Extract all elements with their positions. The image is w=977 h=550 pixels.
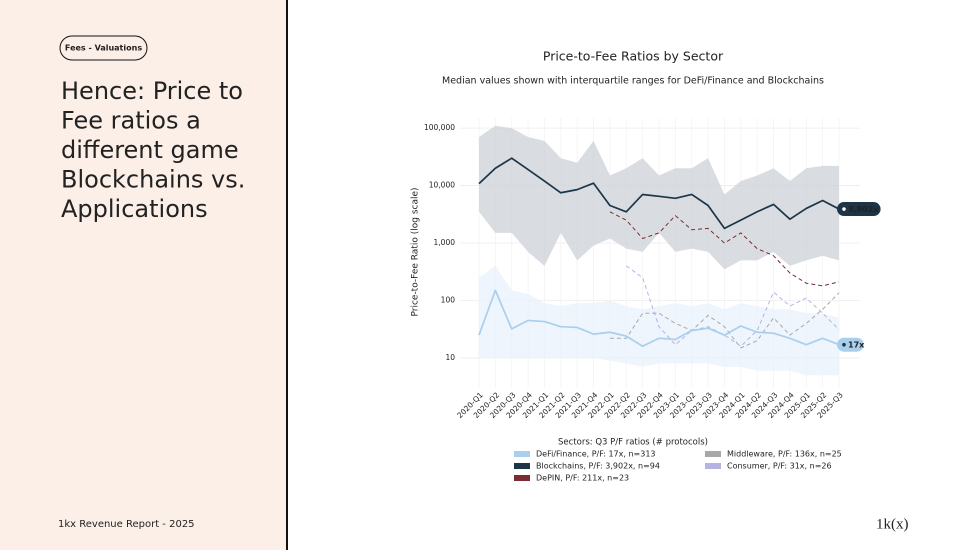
legend-swatch	[514, 451, 530, 457]
footer: 1kx Revenue Report - 2025	[58, 519, 195, 530]
iqr-band	[479, 265, 839, 376]
legend-swatch	[514, 475, 530, 481]
heading-line: Hence: Price to	[61, 77, 243, 105]
series-line	[609, 292, 840, 349]
y-tick-label: 1,000	[434, 238, 456, 247]
y-tick-label: 100	[441, 295, 456, 304]
series-line	[478, 157, 840, 230]
y-tick-label: 10	[445, 353, 455, 362]
series-line	[625, 265, 840, 347]
y-tick-label: 10,000	[429, 181, 455, 190]
legend-swatch	[705, 463, 721, 469]
legend-title: Sectors: Q3 P/F ratios (# protocols)	[558, 438, 708, 448]
chart-subtitle: Median values shown with interquartile r…	[442, 76, 824, 87]
chart-title: Price-to-Fee Ratios by Sector	[543, 49, 724, 64]
end-label-pill	[837, 202, 881, 217]
legend-swatch	[514, 463, 530, 469]
tag-pill	[59, 35, 148, 61]
y-axis-label: Price-to-Fee Ratio (log scale)	[411, 187, 421, 316]
heading-line: Blockchains vs.	[61, 166, 245, 194]
legend-label: Middleware, P/F: 136x, n=25	[727, 450, 842, 459]
heading-line: different game	[61, 136, 239, 164]
series-line	[609, 211, 840, 287]
end-point	[842, 207, 846, 211]
end-label: 17x	[848, 341, 865, 350]
end-label-pill	[837, 337, 864, 352]
legend-label: Consumer, P/F: 31x, n=26	[727, 462, 832, 471]
heading-line: Applications	[61, 195, 208, 223]
end-label: 3,902x	[848, 205, 879, 214]
series-line	[478, 289, 840, 348]
legend-label: DePIN, P/F: 211x, n=23	[536, 474, 629, 483]
legend-label: Blockchains, P/F: 3,902x, n=94	[536, 462, 660, 471]
tag: Fees - Valuations	[65, 44, 142, 53]
iqr-band	[479, 125, 839, 270]
heading-line: Fee ratios a	[61, 107, 201, 135]
left-panel	[0, 0, 287, 550]
logo: 1k(x)	[876, 516, 909, 532]
legend-swatch	[705, 451, 721, 457]
y-tick-label: 100,000	[424, 123, 455, 132]
end-point	[842, 342, 846, 347]
legend-label: DeFi/Finance, P/F: 17x, n=313	[536, 450, 656, 459]
